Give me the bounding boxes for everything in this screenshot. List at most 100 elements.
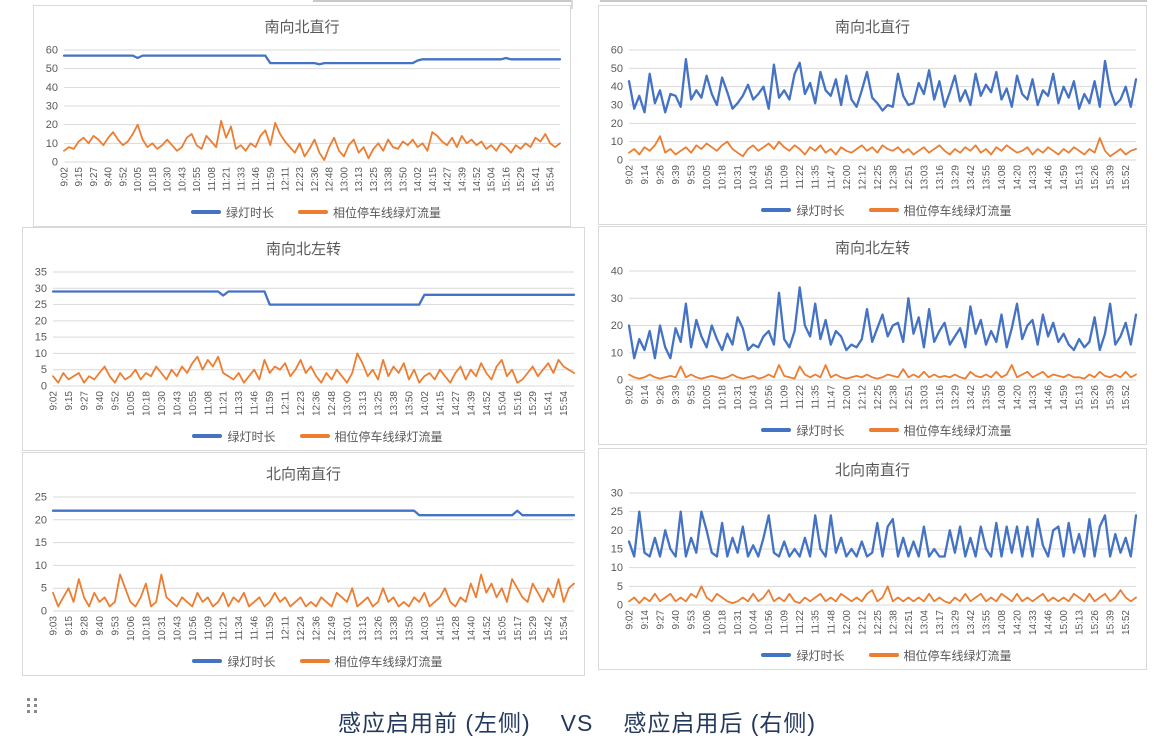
legend-item-stopline-flow: 相位停车线绿灯流量 [299,428,443,445]
svg-text:5: 5 [617,581,623,593]
svg-text:25: 25 [35,492,47,504]
svg-text:12:49: 12:49 [327,616,338,641]
svg-text:9:14: 9:14 [640,610,651,630]
svg-text:9:02: 9:02 [49,391,60,411]
chart-before-north-south-straight[interactable]: 北向南直行 0 5 10 15 20 25 9:03 9:15 9:28 9:40 9:53 10:0… [22,452,585,676]
svg-text:13:38: 13:38 [389,391,400,416]
svg-text:10:55: 10:55 [192,167,203,192]
chart-title: 北向南直行 [265,466,341,483]
svg-text:13:42: 13:42 [966,385,977,410]
svg-text:10:55: 10:55 [188,391,199,416]
svg-text:14:20: 14:20 [1013,610,1024,635]
svg-text:15:39: 15:39 [1106,610,1117,635]
svg-text:11:22: 11:22 [795,165,806,190]
svg-text:12:11: 12:11 [281,616,292,641]
svg-text:13:16: 13:16 [935,165,946,190]
svg-text:10:31: 10:31 [733,165,744,190]
svg-text:14:52: 14:52 [472,167,483,192]
svg-text:10:18: 10:18 [718,610,729,635]
svg-text:15:00: 15:00 [1059,610,1070,635]
svg-text:11:09: 11:09 [780,610,791,635]
svg-text:11:22: 11:22 [795,610,806,635]
svg-text:10:43: 10:43 [749,385,760,410]
svg-text:10:05: 10:05 [133,167,144,192]
drag-handle-icon[interactable] [27,698,37,714]
chart-before-south-north-straight[interactable]: 南向北直行 0 10 20 30 40 50 60 9:02 9:15 9:27 9:40 9:52 1… [33,5,571,227]
svg-text:15:29: 15:29 [516,167,527,192]
svg-text:20: 20 [35,315,47,327]
legend-label: 绿灯时长 [796,423,845,438]
svg-text:11:47: 11:47 [826,165,837,190]
cropped-chart-edge-left [313,0,573,2]
svg-text:10:18: 10:18 [141,391,152,416]
svg-text:12:23: 12:23 [296,391,307,416]
svg-text:9:53: 9:53 [110,616,121,636]
svg-text:13:01: 13:01 [343,616,354,641]
svg-text:60: 60 [611,45,623,57]
svg-text:14:20: 14:20 [1013,165,1024,190]
chart-after-north-south-straight[interactable]: 北向南直行 0 5 10 15 20 25 30 9:02 9:14 9:27 9:40 9:53 10… [598,448,1147,670]
svg-text:15:04: 15:04 [487,167,498,192]
svg-text:11:47: 11:47 [826,385,837,410]
svg-text:14:39: 14:39 [457,167,468,192]
svg-text:9:39: 9:39 [671,385,682,405]
svg-text:13:55: 13:55 [981,165,992,190]
svg-text:12:48: 12:48 [325,167,336,192]
svg-text:11:59: 11:59 [265,391,276,416]
svg-text:13:26: 13:26 [373,616,384,641]
svg-text:15:16: 15:16 [501,167,512,192]
chart-after-south-north-straight[interactable]: 南向北直行 0 10 20 30 40 50 60 9:02 9:14 9:26 9:39 9:53 1… [598,5,1147,225]
svg-text:14:27: 14:27 [451,391,462,416]
svg-text:10:56: 10:56 [764,165,775,190]
chart-before-south-north-left-turn[interactable]: 南向北左转 0 5 10 15 20 25 30 35 9:02 9:15 9:27 9:40 9:52… [22,227,585,451]
chart-legend: 绿灯时长 相位停车线绿灯流量 [599,416,1146,444]
svg-text:10:44: 10:44 [749,610,760,635]
cropped-chart-edge-right [600,0,1147,2]
svg-text:15:13: 15:13 [1075,385,1086,410]
svg-text:15:54: 15:54 [546,167,557,192]
svg-text:15:54: 15:54 [559,391,570,416]
svg-text:15:41: 15:41 [544,391,555,416]
svg-text:12:24: 12:24 [296,616,307,641]
legend-label: 绿灯时长 [796,203,845,218]
svg-text:13:50: 13:50 [404,391,415,416]
svg-text:11:33: 11:33 [236,167,247,192]
svg-text:12:51: 12:51 [904,385,915,410]
svg-text:15:26: 15:26 [1090,610,1101,635]
svg-text:9:14: 9:14 [640,385,651,405]
svg-text:14:52: 14:52 [482,616,493,641]
svg-text:11:21: 11:21 [219,391,230,416]
svg-text:30: 30 [611,100,623,112]
svg-text:11:08: 11:08 [207,167,218,192]
blue-line-swatch [192,434,223,438]
legend-item-stopline-flow: 相位停车线绿灯流量 [868,647,1012,664]
svg-text:10: 10 [611,136,623,148]
svg-text:14:59: 14:59 [1059,385,1070,410]
svg-text:11:09: 11:09 [780,165,791,190]
svg-text:10:43: 10:43 [749,165,760,190]
legend-label: 绿灯时长 [225,205,274,220]
svg-text:13:13: 13:13 [354,167,365,192]
svg-text:14:08: 14:08 [997,610,1008,635]
svg-text:14:46: 14:46 [1044,610,1055,635]
legend-item-green-duration: 绿灯时长 [761,202,845,219]
legend-item-green-duration: 绿灯时长 [192,653,276,670]
svg-text:14:33: 14:33 [1028,385,1039,410]
chart-plot: 0 10 20 30 40 9:02 9:14 9:26 9:39 9:53 10:05 10:18 1… [611,266,1138,410]
svg-text:11:59: 11:59 [266,167,277,192]
legend-label: 绿灯时长 [796,648,845,663]
svg-text:40: 40 [611,266,623,278]
caption-vs-label: VS [560,710,594,736]
caption-after-label: 感应启用后 (右侧) [623,710,817,736]
svg-text:13:13: 13:13 [358,391,369,416]
chart-after-south-north-left-turn[interactable]: 南向北左转 0 10 20 30 40 9:02 9:14 9:26 9:39 9:53 10:05… [598,226,1147,445]
svg-text:13:29: 13:29 [950,385,961,410]
svg-text:12:38: 12:38 [888,385,899,410]
svg-text:9:53: 9:53 [687,165,698,185]
svg-text:12:11: 12:11 [280,167,291,192]
svg-text:12:36: 12:36 [310,167,321,192]
svg-text:14:33: 14:33 [1028,165,1039,190]
svg-text:13:38: 13:38 [384,167,395,192]
svg-text:15:39: 15:39 [1106,385,1117,410]
